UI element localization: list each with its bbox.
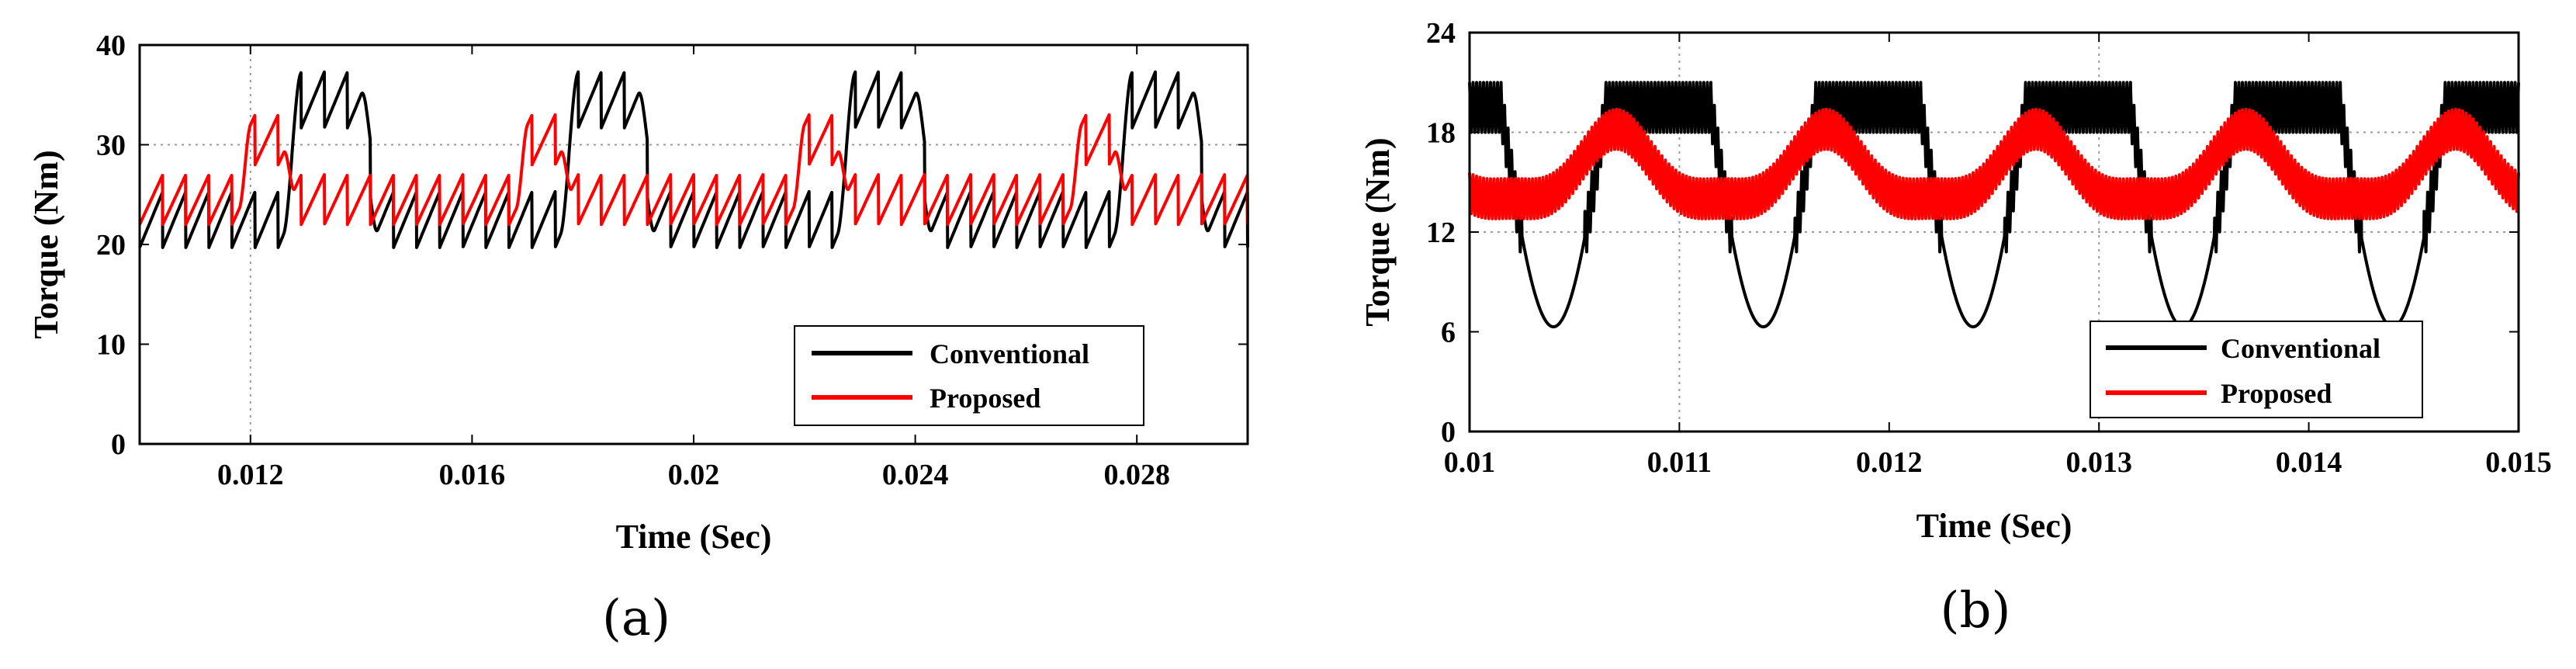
panel-b-x-tick-label-5: 0.015 xyxy=(2485,446,2552,479)
panel-b-x-axis-label: Time (Sec) xyxy=(1916,507,2072,545)
panel-b-y-tick-label-1: 6 xyxy=(1441,317,1456,349)
panel-b-legend: Conventional Proposed xyxy=(2090,321,2423,418)
panel-b-x-tick-label-0: 0.01 xyxy=(1444,446,1496,479)
panel-a-legend-label-conventional: Conventional xyxy=(930,338,1089,369)
panel-b-y-axis-label: Torque (Nm) xyxy=(1359,137,1397,326)
panel-a-y-tick-label-4: 40 xyxy=(96,29,126,62)
panel-b-y-tick-label-2: 12 xyxy=(1426,217,1456,249)
panel-b-caption: (b) xyxy=(1941,582,2011,640)
panel-a-y-tick-label-2: 20 xyxy=(96,229,126,262)
panel-a-series xyxy=(138,70,1249,249)
panel-b-x-tick-label-1: 0.011 xyxy=(1647,446,1712,479)
panel-a: 0.012 0.016 0.02 0.024 0.028 0 10 20 30 40 Time (… xyxy=(27,29,1249,647)
panel-b-legend-label-conventional: Conventional xyxy=(2221,333,2380,364)
panel-a-x-tick-label-2: 0.02 xyxy=(668,459,720,491)
panel-b-ticks: 0.01 0.011 0.012 0.013 0.014 0.015 0 6 12 18 24 xyxy=(1426,17,2552,479)
panel-a-legend-label-proposed: Proposed xyxy=(930,383,1040,414)
panel-a-ticks: 0.012 0.016 0.02 0.024 0.028 0 10 20 30 40 xyxy=(96,29,1248,491)
panel-b: 0.01 0.011 0.012 0.013 0.014 0.015 0 6 12 18 24 Ti… xyxy=(1359,17,2552,640)
panel-b-y-tick-label-0: 0 xyxy=(1441,416,1456,449)
panel-a-x-tick-label-3: 0.024 xyxy=(882,459,949,491)
panel-b-x-tick-label-3: 0.013 xyxy=(2065,446,2132,479)
panel-a-x-axis-label: Time (Sec) xyxy=(616,518,772,556)
panel-a-caption: (a) xyxy=(602,590,670,647)
panel-a-x-tick-label-0: 0.012 xyxy=(217,459,284,491)
panel-a-y-tick-label-0: 0 xyxy=(111,428,126,461)
panel-b-y-tick-label-4: 24 xyxy=(1426,17,1456,50)
panel-a-x-tick-label-1: 0.016 xyxy=(439,459,506,491)
panel-b-series-conventional xyxy=(1468,81,2520,329)
panel-a-y-tick-label-3: 30 xyxy=(96,130,126,162)
panel-a-legend: Conventional Proposed xyxy=(794,325,1144,426)
panel-b-series xyxy=(1468,81,2520,329)
panel-b-x-tick-label-4: 0.014 xyxy=(2276,446,2342,479)
panel-a-series-proposed xyxy=(138,113,1249,227)
panel-a-y-axis-label: Torque (Nm) xyxy=(27,150,65,338)
panel-b-y-tick-label-3: 18 xyxy=(1426,117,1456,150)
panel-b-legend-box xyxy=(2090,321,2423,418)
panel-a-legend-box xyxy=(794,325,1144,426)
panel-b-series-proposed xyxy=(1468,107,2520,220)
panel-b-legend-label-proposed: Proposed xyxy=(2221,378,2332,409)
panel-b-x-tick-label-2: 0.012 xyxy=(1856,446,1923,479)
panel-a-y-tick-label-1: 10 xyxy=(96,329,126,362)
panel-a-x-tick-label-4: 0.028 xyxy=(1103,459,1170,491)
panel-a-grid xyxy=(140,45,1248,444)
